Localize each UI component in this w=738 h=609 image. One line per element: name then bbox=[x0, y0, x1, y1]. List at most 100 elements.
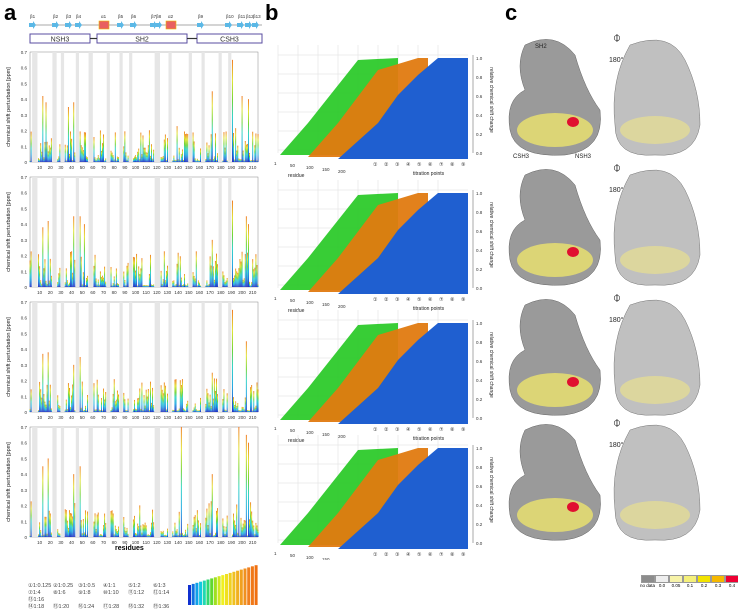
legend-item: ⑨1:8 bbox=[78, 590, 91, 596]
csp-bar bbox=[232, 59, 233, 162]
csp-bar-charts: 0 0.1 0.2 0.3 0.4 0.5 0.6 0.7 chemical shift per… bbox=[6, 50, 259, 545]
x-tick-label: 190 bbox=[228, 415, 236, 420]
colorbar-color bbox=[669, 575, 684, 583]
csp-bar bbox=[217, 153, 219, 162]
colorbar-label: 0.1 bbox=[686, 583, 694, 588]
y-tick-label: ④ bbox=[406, 297, 411, 303]
csp-bar bbox=[135, 533, 136, 537]
csp-bar bbox=[208, 503, 210, 537]
y-tick-label: 0.5 bbox=[21, 331, 28, 336]
csp-bar bbox=[113, 276, 115, 287]
y-tick-label: ② bbox=[384, 162, 389, 168]
strand-label: β1 bbox=[30, 14, 36, 19]
z-tick-label: 0.2 bbox=[476, 267, 483, 272]
csp-bar bbox=[173, 410, 175, 412]
csp-bar bbox=[162, 393, 164, 412]
x-tick-label: 90 bbox=[122, 540, 128, 545]
csp-bar bbox=[192, 525, 194, 537]
csp-bar bbox=[162, 156, 164, 162]
helix-label: α2 bbox=[168, 14, 174, 19]
csp-bar bbox=[142, 285, 144, 287]
x-tick-label: 150 bbox=[322, 432, 330, 437]
colorbar-color bbox=[655, 575, 670, 583]
x-tick-label: 150 bbox=[185, 165, 193, 170]
csp-bar bbox=[45, 404, 47, 412]
csp-bar bbox=[140, 408, 142, 412]
csp-bar bbox=[256, 265, 258, 287]
x-tick-label: 170 bbox=[206, 415, 214, 420]
x-tick-label: 100 bbox=[132, 540, 140, 545]
x-tick-label: 200 bbox=[238, 165, 246, 170]
csp-bar bbox=[193, 407, 195, 412]
x-tick-label: 150 bbox=[322, 557, 330, 560]
strand-label: β11 bbox=[238, 14, 246, 19]
csp-bar bbox=[254, 145, 256, 162]
csp-bar bbox=[147, 534, 149, 537]
y-tick-label: 0.2 bbox=[21, 254, 28, 259]
csp-bar bbox=[208, 145, 210, 162]
csp-bar bbox=[112, 283, 114, 287]
csp-bar bbox=[116, 283, 118, 287]
series-blue bbox=[338, 448, 468, 549]
ramp-bar bbox=[254, 565, 258, 605]
csp-bar bbox=[162, 279, 164, 287]
csp-bar bbox=[187, 523, 189, 537]
y-tick-label: ⑥ bbox=[428, 427, 433, 433]
csp-bar bbox=[74, 410, 76, 412]
legend-item: ⑭1:18 bbox=[28, 604, 45, 609]
csp-bar bbox=[104, 266, 106, 287]
csp-bar bbox=[113, 379, 115, 412]
legend-item: ⑫1:14 bbox=[153, 590, 170, 596]
strand-arrow-icon bbox=[52, 21, 59, 29]
csp-bar bbox=[199, 535, 200, 537]
y-tick-label: 0.7 bbox=[21, 175, 28, 180]
csp-bar bbox=[135, 155, 136, 162]
legend-item: ⑥1:3 bbox=[153, 583, 166, 589]
domain-label: CSH3 bbox=[220, 37, 239, 44]
csp-bar bbox=[236, 150, 238, 162]
csp-bar bbox=[139, 505, 141, 537]
z-tick-label: 0.6 bbox=[476, 484, 483, 489]
strand-arrow-icon bbox=[245, 21, 252, 29]
csp-bar bbox=[67, 383, 69, 412]
csp-bar bbox=[225, 131, 227, 162]
x-tick-label: 160 bbox=[196, 415, 204, 420]
csp-bar bbox=[196, 510, 198, 537]
csp-bar bbox=[193, 141, 195, 162]
csp-bar bbox=[146, 152, 148, 162]
unassigned-region bbox=[129, 52, 133, 162]
y-tick-label: 0.2 bbox=[21, 379, 28, 384]
csp-bar bbox=[83, 224, 85, 287]
x-tick-label: 160 bbox=[196, 290, 204, 295]
csp-bar bbox=[111, 285, 113, 287]
x-tick-label: 180 bbox=[217, 540, 225, 545]
csp-bar bbox=[124, 131, 126, 162]
x-tick-label: 110 bbox=[143, 165, 151, 170]
csp-bar bbox=[113, 534, 115, 537]
legend-item: ⑰1:28 bbox=[103, 604, 120, 609]
csp-patch bbox=[517, 498, 593, 532]
csp-bar bbox=[80, 520, 82, 537]
csp-bar bbox=[79, 357, 81, 412]
csp-bar bbox=[59, 533, 61, 537]
y-axis-label: chemical shift perturbation [ppm] bbox=[6, 442, 12, 522]
csp-bar bbox=[57, 281, 59, 287]
csp-bar bbox=[240, 159, 242, 162]
csp-bar bbox=[175, 284, 177, 287]
csp-bar bbox=[111, 152, 113, 162]
csp-bar bbox=[207, 285, 209, 287]
csp-bar bbox=[110, 410, 112, 412]
unassigned-region bbox=[75, 52, 80, 162]
csp-bar bbox=[98, 409, 100, 412]
csp-bar bbox=[132, 158, 134, 162]
strand-label: β7 bbox=[151, 14, 157, 19]
csp-bar bbox=[44, 401, 46, 412]
legend-item: ②1:0.25 bbox=[53, 583, 74, 589]
unassigned-region bbox=[106, 302, 110, 412]
csp-bar bbox=[41, 397, 43, 412]
csp-bar bbox=[83, 132, 85, 162]
csp-bar bbox=[143, 525, 145, 537]
csp-bar bbox=[85, 510, 86, 537]
x-tick-label: 210 bbox=[249, 540, 257, 545]
csp-bar bbox=[40, 280, 42, 287]
